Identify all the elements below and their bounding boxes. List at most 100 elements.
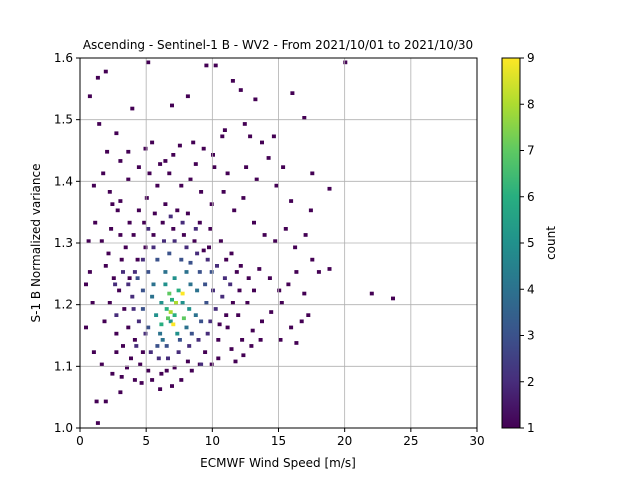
- heatmap-cell: [151, 245, 156, 250]
- heatmap-cell: [177, 143, 182, 148]
- heatmap-cell: [310, 257, 315, 262]
- heatmap-cell: [302, 116, 307, 120]
- y-tick-label: 1.4: [54, 174, 73, 188]
- y-tick-label: 1.1: [54, 359, 73, 373]
- heatmap-cell: [327, 267, 332, 271]
- heatmap-cell: [155, 344, 160, 348]
- heatmap-cell: [101, 171, 106, 176]
- heatmap-cell: [156, 356, 161, 361]
- heatmap-cell: [217, 322, 222, 327]
- heatmap-cell: [144, 196, 149, 200]
- heatmap-cell: [316, 270, 321, 274]
- heatmap-cell: [164, 344, 169, 348]
- heatmap-cell: [127, 276, 132, 280]
- heatmap-cell: [143, 331, 148, 336]
- heatmap-cell: [278, 338, 283, 342]
- y-tick-label: 1.6: [54, 51, 73, 65]
- heatmap-cell: [163, 282, 168, 287]
- x-axis-label: ECMWF Wind Speed [m/s]: [200, 456, 356, 470]
- heatmap-cell: [175, 208, 180, 213]
- heatmap-cell: [155, 257, 160, 262]
- heatmap-cell: [293, 245, 298, 250]
- heatmap-cell: [199, 319, 204, 324]
- colorbar-label: count: [544, 226, 558, 260]
- heatmap-cell: [207, 245, 211, 250]
- heatmap-cell: [166, 316, 170, 321]
- heatmap-cell: [203, 350, 208, 354]
- y-tick-label: 1.2: [54, 298, 73, 312]
- heatmap-cell: [209, 202, 214, 206]
- heatmap-cell: [132, 338, 137, 342]
- heatmap-cell: [168, 319, 173, 324]
- colorbar-tick-label: 1: [527, 421, 535, 435]
- heatmap-cell: [205, 257, 210, 262]
- heatmap-cell: [146, 227, 151, 231]
- heatmap-cell: [90, 301, 95, 305]
- heatmap-cell: [176, 350, 181, 354]
- heatmap-cell: [277, 288, 282, 293]
- heatmap-cell: [118, 390, 123, 395]
- heatmap-cell: [179, 257, 184, 262]
- heatmap-cell: [142, 220, 147, 225]
- heatmap-cell: [197, 270, 202, 274]
- heatmap-cell: [201, 248, 206, 253]
- heatmap-cell: [283, 227, 288, 231]
- heatmap-cell: [131, 233, 136, 237]
- y-tick-label: 1.0: [54, 421, 73, 435]
- heatmap-cell: [146, 368, 151, 373]
- heatmap-cell: [254, 177, 259, 182]
- heatmap-cell: [134, 344, 139, 348]
- heatmap-cell: [310, 171, 315, 176]
- heatmap-cell: [146, 270, 151, 274]
- x-tick-label: 10: [205, 434, 220, 448]
- heatmap-cell: [125, 365, 129, 370]
- heatmap-cell: [209, 270, 214, 274]
- heatmap-cell: [95, 75, 100, 80]
- heatmap-cell: [184, 270, 189, 274]
- heatmap-cell: [203, 282, 208, 287]
- heatmap-cell: [218, 239, 223, 243]
- heatmap-cell: [167, 291, 172, 296]
- heatmap-cell: [274, 183, 279, 188]
- heatmap-cell: [154, 313, 159, 317]
- heatmap-cell: [122, 307, 127, 311]
- heatmap-cell: [233, 359, 238, 364]
- heatmap-cell: [91, 183, 96, 188]
- heatmap-cell: [136, 208, 141, 213]
- heatmap-cell: [245, 301, 250, 305]
- heatmap-cell: [97, 122, 102, 126]
- grid-lines: [79, 57, 478, 429]
- heatmap-cell: [143, 245, 148, 250]
- heatmap-cell: [150, 378, 155, 382]
- heatmap-cell: [289, 325, 294, 330]
- heatmap-cell: [188, 260, 193, 265]
- heatmap-cell: [238, 264, 243, 268]
- heatmap-cell: [148, 350, 153, 354]
- heatmap-cell: [179, 378, 184, 382]
- heatmap-cell: [114, 131, 119, 136]
- heatmap-cell: [163, 159, 168, 163]
- heatmap-cell: [250, 328, 255, 333]
- heatmap-cell: [170, 297, 174, 302]
- heatmap-cell: [308, 208, 313, 213]
- heatmap-cell: [213, 307, 218, 311]
- heatmap-cell: [180, 220, 185, 225]
- heatmap-cell: [262, 233, 267, 237]
- heatmap-cell: [179, 183, 184, 188]
- heatmap-cell: [252, 220, 256, 225]
- heatmap-cell: [343, 60, 348, 65]
- heatmap-cell: [241, 353, 246, 358]
- heatmap-cell: [234, 270, 239, 274]
- heatmap-cell: [228, 282, 233, 287]
- heatmap-cell: [267, 276, 272, 280]
- heatmap-cell: [258, 338, 263, 342]
- heatmap-cell: [220, 294, 225, 299]
- heatmap-cell: [168, 310, 173, 314]
- heatmap-cell: [216, 338, 221, 342]
- heatmap-cell: [147, 171, 152, 176]
- colorbar: 1 2 3 4 5 6 7 8 9 count: [501, 51, 558, 435]
- heatmap-cell: [306, 313, 311, 317]
- x-tick-label: 5: [142, 434, 150, 448]
- heatmap-cell: [273, 239, 278, 243]
- heatmap-cell: [181, 316, 186, 321]
